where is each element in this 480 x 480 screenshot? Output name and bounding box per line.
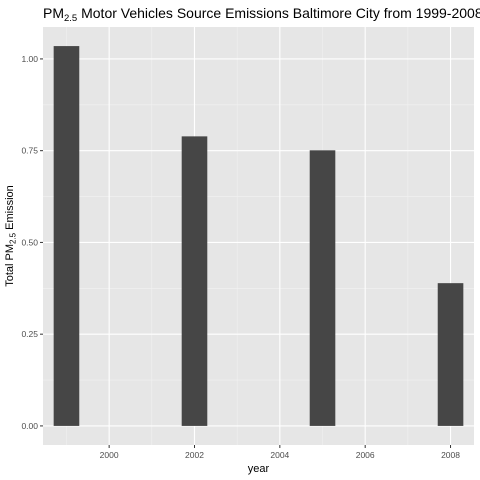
chart-title-subscript: 2.5 (64, 13, 77, 24)
chart-title-prefix: PM (43, 5, 64, 21)
plot-panel (43, 27, 474, 445)
y-axis-title-subscript: 2.5 (9, 232, 18, 244)
y-tick-label: 0.00 (21, 421, 38, 431)
y-axis: 0.00 0.25 0.50 0.75 1.00 (21, 54, 43, 431)
y-axis-title: Total PM2.5 Emission (4, 185, 18, 287)
y-tick-label: 0.75 (21, 146, 38, 156)
x-axis: 2000 2002 2004 2006 2008 (100, 445, 460, 460)
y-axis-title-suffix: Emission (4, 185, 16, 233)
y-tick-label: 0.25 (21, 329, 38, 339)
x-tick-label: 2006 (356, 450, 375, 460)
y-tick-label: 0.50 (21, 237, 38, 247)
x-tick-label: 2004 (270, 450, 289, 460)
x-tick-label: 2002 (185, 450, 204, 460)
x-tick-label: 2000 (100, 450, 119, 460)
bar-2008 (437, 283, 464, 426)
bar-1999 (53, 46, 80, 426)
grid-minor (43, 27, 474, 445)
x-axis-title: year (248, 463, 270, 475)
y-axis-title-prefix: Total PM (4, 244, 16, 287)
bar-2002 (181, 136, 208, 426)
chart-title: PM2.5 Motor Vehicles Source Emissions Ba… (43, 5, 480, 24)
x-tick-label: 2008 (441, 450, 460, 460)
chart-title-suffix: Motor Vehicles Source Emissions Baltimor… (77, 5, 480, 21)
bars (53, 46, 464, 426)
bar-2005 (309, 150, 336, 426)
y-tick-label: 1.00 (21, 54, 38, 64)
